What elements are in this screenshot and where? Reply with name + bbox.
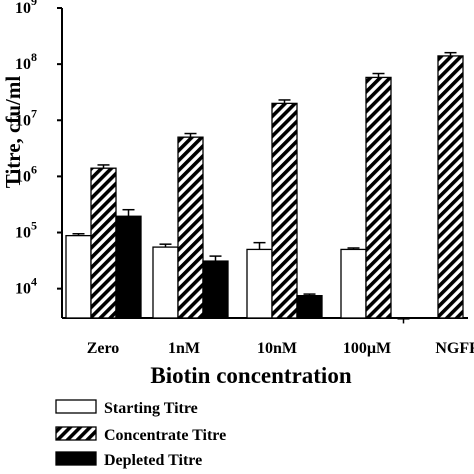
bar-3-1 xyxy=(365,76,392,319)
y-tick-exponent-5: 9 xyxy=(31,0,37,8)
bar-0-2 xyxy=(115,215,142,319)
legend-label-0: Starting Titre xyxy=(104,400,198,417)
y-tick-exponent-2: 6 xyxy=(31,162,37,176)
y-tick-label-4: 108 xyxy=(15,50,37,73)
x-tick-label-4: NGFR xyxy=(435,340,474,357)
bar-1-0 xyxy=(152,246,179,319)
y-tick-exponent-0: 4 xyxy=(31,275,37,289)
x-axis-title: Biotin concentration xyxy=(150,363,351,388)
x-tick-label-0: Zero xyxy=(87,340,120,357)
x-tick-label-1: 1nM xyxy=(168,340,200,357)
bar-4-1 xyxy=(437,55,464,319)
bar-3-0 xyxy=(340,248,367,319)
bar-2-0 xyxy=(246,248,273,319)
legend-swatch-2 xyxy=(55,451,97,466)
bar-2-1 xyxy=(271,102,298,319)
y-axis-title-group: Titre, cfu/ml xyxy=(1,76,25,189)
x-tick-label-3: 100µM xyxy=(343,340,391,357)
y-tick-exponent-3: 7 xyxy=(31,106,37,120)
legend-label-2: Depleted Titre xyxy=(104,452,202,469)
y-tick-label-0: 104 xyxy=(15,275,37,298)
y-tick-label-5: 109 xyxy=(15,0,37,17)
bar-1-1 xyxy=(177,136,204,319)
y-tick-label-1: 105 xyxy=(15,219,37,242)
legend-swatch-0 xyxy=(55,399,97,414)
bar-0-1 xyxy=(90,167,117,319)
plot-area: 104105106107108109Zero1nM10nM100µMNGFR xyxy=(15,0,474,357)
x-tick-label-2: 10nM xyxy=(257,340,297,357)
legend-label-1: Concentrate Titre xyxy=(104,427,226,444)
y-tick-exponent-1: 5 xyxy=(31,219,37,233)
bar-0-0 xyxy=(65,234,92,319)
y-axis-title: Titre, cfu/ml xyxy=(1,76,25,189)
legend: Starting Titre Concentrate Titre Depleted … xyxy=(55,399,226,469)
bar-1-2 xyxy=(202,260,229,319)
y-tick-exponent-4: 8 xyxy=(31,50,37,64)
bar-2-2 xyxy=(296,295,323,319)
legend-swatch-1 xyxy=(55,426,97,441)
